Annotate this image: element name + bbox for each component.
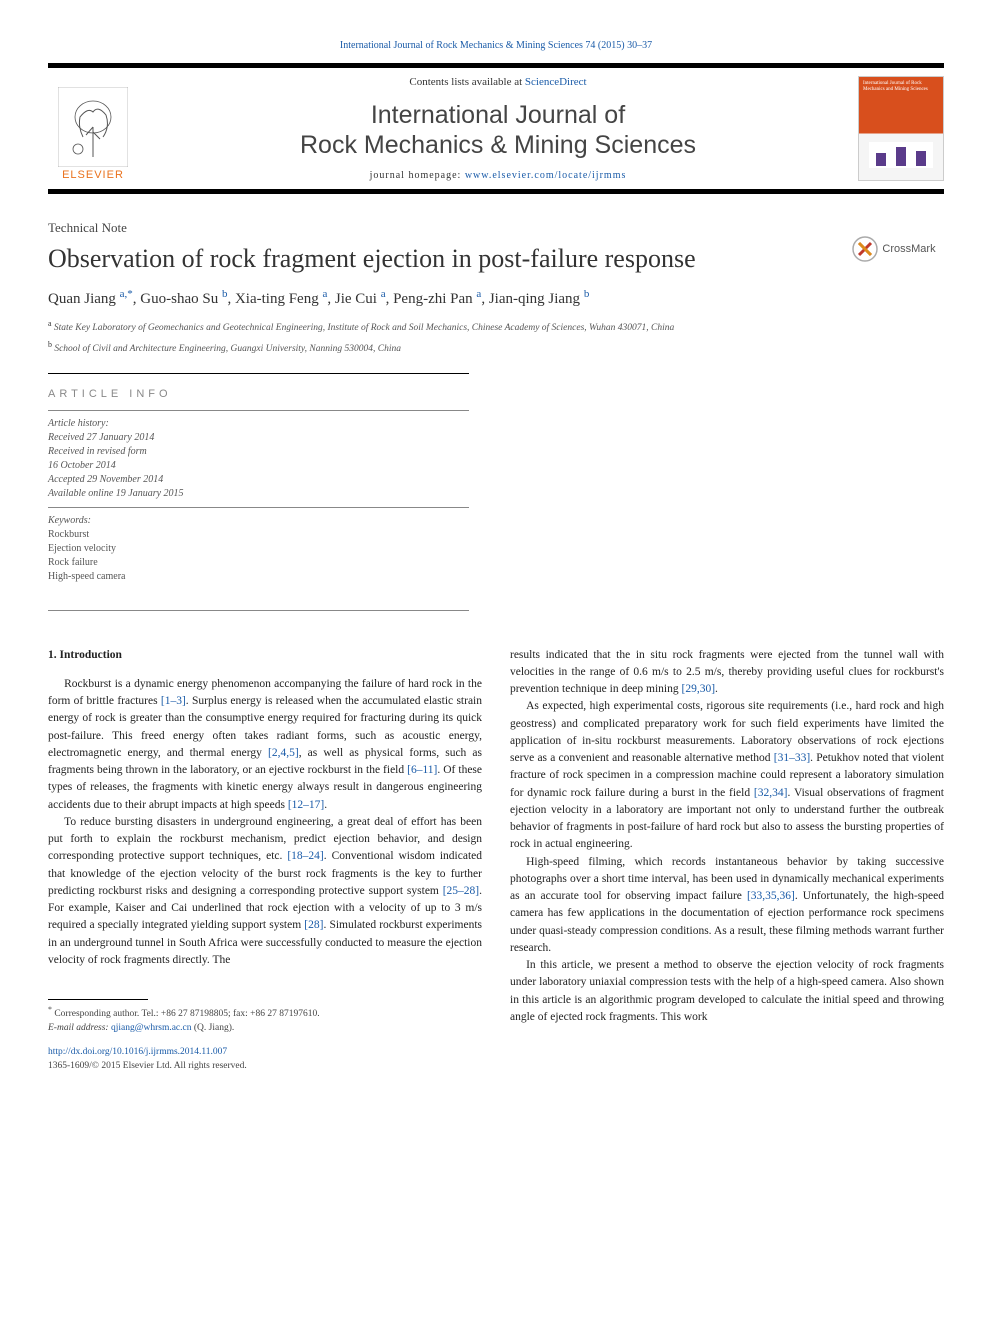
- contents-line: Contents lists available at ScienceDirec…: [150, 76, 846, 88]
- affiliation-b: b School of Civil and Architecture Engin…: [48, 339, 944, 356]
- email-link[interactable]: qjiang@whrsm.ac.cn: [111, 1023, 192, 1033]
- homepage-line: journal homepage: www.elsevier.com/locat…: [150, 170, 846, 181]
- paragraph: results indicated that the in situ rock …: [510, 647, 944, 699]
- corresponding-text: Corresponding author. Tel.: +86 27 87198…: [54, 1009, 319, 1019]
- history-head: Article history:: [48, 417, 469, 431]
- cover-text: International Journal of Rock Mechanics …: [859, 77, 943, 96]
- article-title: Observation of rock fragment ejection in…: [48, 242, 944, 276]
- keyword: Rockburst: [48, 528, 469, 542]
- keyword: Ejection velocity: [48, 542, 469, 556]
- homepage-prefix: journal homepage:: [370, 170, 465, 181]
- aff-text: School of Civil and Architecture Enginee…: [54, 344, 401, 354]
- publisher-name: ELSEVIER: [62, 169, 124, 181]
- article-info-heading: article info: [48, 388, 944, 400]
- header-center: Contents lists available at ScienceDirec…: [150, 76, 846, 181]
- paragraph: To reduce bursting disasters in undergro…: [48, 814, 482, 969]
- rule-under-header: [48, 190, 944, 194]
- doi-link[interactable]: http://dx.doi.org/10.1016/j.ijrmms.2014.…: [48, 1047, 227, 1057]
- paragraph: High-speed filming, which records instan…: [510, 854, 944, 958]
- contents-prefix: Contents lists available at: [409, 76, 524, 88]
- email-author: (Q. Jiang).: [194, 1023, 234, 1033]
- journal-line1: International Journal of: [371, 101, 625, 129]
- crossmark-icon: [852, 236, 878, 262]
- footnote-rule: [48, 999, 148, 1000]
- section-heading: 1. Introduction: [48, 647, 482, 664]
- article-history: Article history: Received 27 January 201…: [48, 410, 469, 508]
- paragraph: Rockburst is a dynamic energy phenomenon…: [48, 676, 482, 814]
- info-top-rule: [48, 373, 469, 374]
- keywords-block: Keywords: Rockburst Ejection velocity Ro…: [48, 514, 469, 611]
- homepage-link[interactable]: www.elsevier.com/locate/ijrmms: [465, 170, 627, 181]
- aff-label: a: [48, 319, 52, 328]
- footnote-marker: *: [48, 1005, 52, 1014]
- keyword: Rock failure: [48, 556, 469, 570]
- keyword: High-speed camera: [48, 570, 469, 584]
- publisher-logo[interactable]: ELSEVIER: [48, 76, 138, 181]
- affiliations: a State Key Laboratory of Geomechanics a…: [48, 318, 944, 357]
- aff-label: b: [48, 340, 52, 349]
- right-column: results indicated that the in situ rock …: [510, 647, 944, 1074]
- journal-header: ELSEVIER Contents lists available at Sci…: [48, 67, 944, 190]
- history-online: Available online 19 January 2015: [48, 487, 469, 501]
- crossmark-label: CrossMark: [882, 243, 935, 255]
- corresponding-footnote: * Corresponding author. Tel.: +86 27 871…: [48, 1004, 482, 1035]
- elsevier-tree-icon: [58, 87, 128, 167]
- history-revised: Received in revised form 16 October 2014: [48, 445, 469, 473]
- journal-title: International Journal of Rock Mechanics …: [150, 100, 846, 160]
- aff-text: State Key Laboratory of Geomechanics and…: [54, 323, 674, 333]
- citation-text[interactable]: International Journal of Rock Mechanics …: [340, 40, 652, 51]
- body-columns: 1. Introduction Rockburst is a dynamic e…: [48, 647, 944, 1074]
- history-accepted: Accepted 29 November 2014: [48, 473, 469, 487]
- left-column: 1. Introduction Rockburst is a dynamic e…: [48, 647, 482, 1074]
- authors-line: Quan Jiang a,*, Guo-shao Su b, Xia-ting …: [48, 288, 944, 308]
- cover-bars-icon: [869, 142, 933, 168]
- journal-cover-thumb[interactable]: International Journal of Rock Mechanics …: [858, 76, 944, 181]
- sciencedirect-link[interactable]: ScienceDirect: [525, 76, 587, 88]
- paragraph: In this article, we present a method to …: [510, 957, 944, 1026]
- page: International Journal of Rock Mechanics …: [0, 0, 992, 1103]
- copyright-text: 1365-1609/© 2015 Elsevier Ltd. All right…: [48, 1061, 247, 1071]
- keywords-head: Keywords:: [48, 514, 469, 528]
- paragraph: As expected, high experimental costs, ri…: [510, 698, 944, 853]
- crossmark-badge[interactable]: CrossMark: [844, 236, 944, 262]
- email-label: E-mail address:: [48, 1023, 109, 1033]
- article-type-label: Technical Note: [48, 220, 944, 236]
- doi-block: http://dx.doi.org/10.1016/j.ijrmms.2014.…: [48, 1045, 482, 1074]
- history-received: Received 27 January 2014: [48, 431, 469, 445]
- journal-line2: Rock Mechanics & Mining Sciences: [300, 131, 696, 159]
- affiliation-a: a State Key Laboratory of Geomechanics a…: [48, 318, 944, 335]
- citation-header: International Journal of Rock Mechanics …: [48, 40, 944, 51]
